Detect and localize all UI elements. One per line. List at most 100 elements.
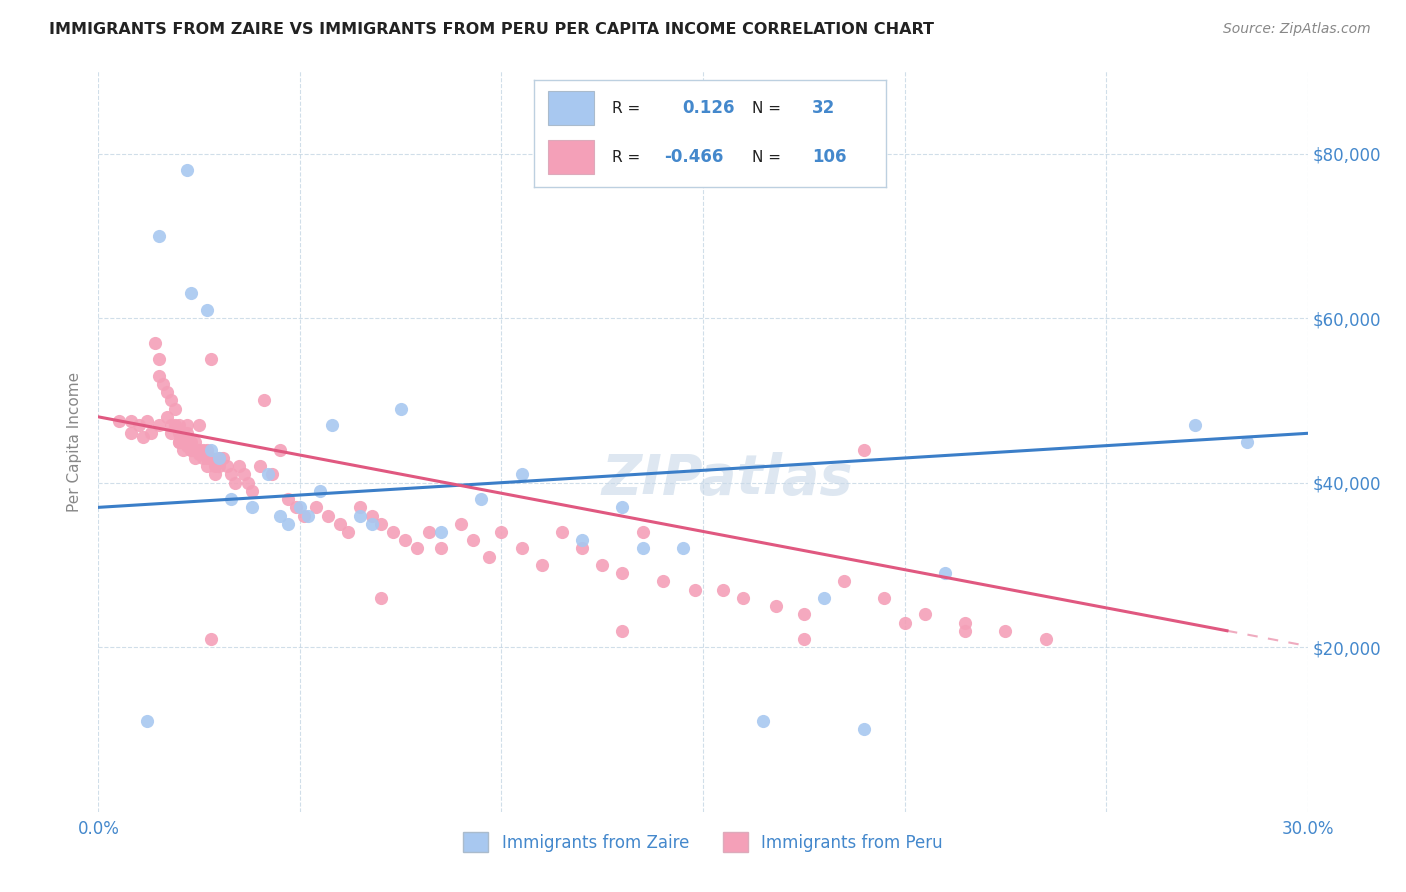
Point [672,541,695,556]
Point [711,582,734,597]
Point [361,516,384,531]
Point [249,459,271,474]
Point [167,434,190,449]
Point [120,414,142,428]
Point [316,508,339,523]
Y-axis label: Per Capita Income: Per Capita Income [67,371,83,512]
Point [510,467,533,482]
Point [188,447,211,461]
Point [612,566,634,581]
Point [329,516,352,531]
Point [152,376,174,391]
Point [309,483,332,498]
Point [389,401,412,416]
Point [349,508,371,523]
Point [156,409,179,424]
Point [160,426,183,441]
Point [172,426,194,441]
Point [167,418,190,433]
Point [176,418,198,433]
Point [148,418,170,433]
Point [651,574,673,589]
Point [208,450,231,465]
Point [284,500,307,515]
Point [430,541,453,556]
Point [120,426,142,441]
Point [221,492,243,507]
Point [853,442,876,457]
Point [752,714,775,729]
Text: -0.466: -0.466 [665,148,724,166]
Point [176,439,198,453]
Point [793,632,815,646]
Point [148,352,170,367]
Point [430,524,453,539]
Point [148,228,170,243]
Point [228,459,250,474]
Point [195,442,218,457]
Point [277,516,299,531]
Point [208,455,231,469]
Point [288,500,311,515]
Point [188,418,211,433]
Point [934,566,956,581]
Point [180,442,202,457]
Point [221,467,243,482]
Point [184,450,207,465]
Point [217,459,239,474]
Text: N =: N = [752,150,782,165]
Point [195,459,218,474]
Point [463,533,485,548]
Point [200,352,222,367]
Point [236,475,259,490]
Point [277,492,299,507]
Point [180,434,202,449]
Point [1035,632,1057,646]
Text: ZIPatlas: ZIPatlas [602,451,853,506]
Point [571,533,593,548]
Point [853,723,876,737]
Point [107,414,129,428]
Point [200,450,222,465]
Point [873,591,896,605]
Point [832,574,855,589]
Point [256,467,278,482]
Point [172,442,194,457]
Point [160,393,183,408]
Text: 106: 106 [813,148,846,166]
Point [994,624,1017,638]
Point [1184,418,1206,433]
Point [240,500,263,515]
Point [394,533,416,548]
Text: 0.126: 0.126 [682,99,734,117]
Point [953,624,976,638]
Text: R =: R = [612,150,640,165]
Point [683,582,706,597]
Point [893,615,915,630]
Point [240,483,263,498]
Point [180,286,202,301]
Text: Source: ZipAtlas.com: Source: ZipAtlas.com [1223,22,1371,37]
Bar [548,140,593,175]
Point [530,558,553,572]
Point [953,615,976,630]
Point [381,524,404,539]
Point [418,524,440,539]
Text: N =: N = [752,101,782,116]
Point [200,442,222,457]
Point [167,434,190,449]
Point [163,418,186,433]
Point [733,591,755,605]
Point [128,418,150,433]
Point [253,393,276,408]
Point [208,450,231,465]
Point [551,524,574,539]
Point [813,591,835,605]
Point [269,508,291,523]
Point [321,418,343,433]
Point [491,524,513,539]
Point [370,591,392,605]
Point [188,442,211,457]
Point [167,426,190,441]
Point [208,459,231,474]
